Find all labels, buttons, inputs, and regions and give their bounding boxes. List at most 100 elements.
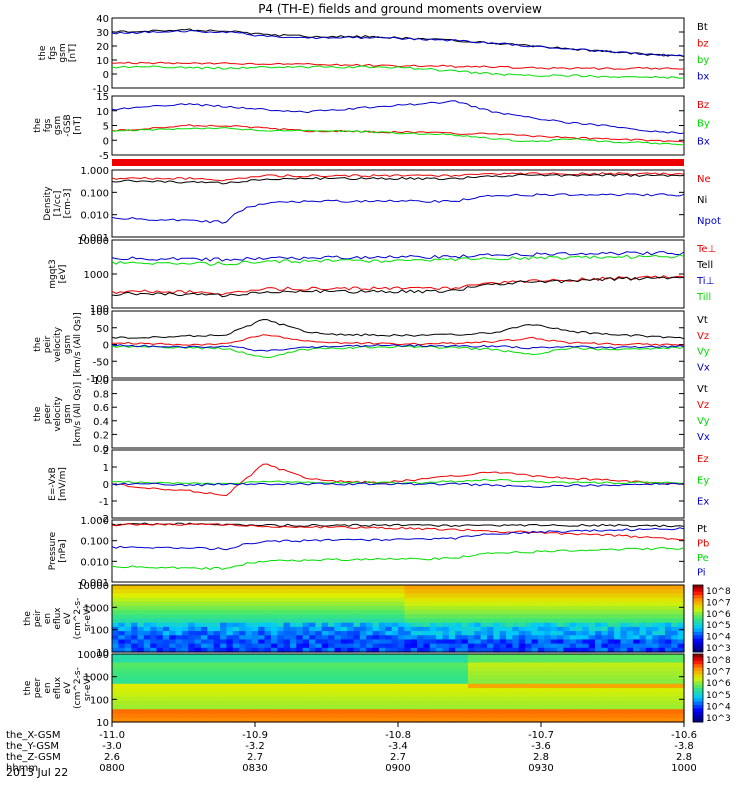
spectrogram-cell: [264, 631, 272, 636]
colorbar-segment: [693, 664, 703, 669]
y-axis-label-line: sr-eV): [83, 605, 93, 631]
spectrogram-cell: [614, 683, 622, 689]
spectrogram-cell: [518, 626, 526, 632]
spectrogram-cell: [220, 683, 227, 689]
spectrogram-cell: [378, 683, 386, 689]
spectrogram-cell: [518, 589, 526, 594]
spectrogram-cell: [506, 605, 513, 611]
spectrogram-cell: [264, 647, 272, 653]
spectrogram-cell: [245, 683, 253, 689]
spectrogram-cell: [569, 639, 577, 645]
spectrogram-cell: [417, 639, 425, 645]
spectrogram-cell: [277, 605, 285, 611]
spectrogram-cell: [220, 654, 227, 659]
spectrogram-cell: [512, 622, 520, 628]
spectrogram-cell: [531, 618, 539, 624]
spectrogram-cell: [213, 658, 221, 664]
spectrogram-cell: [296, 601, 304, 607]
spectrogram-cell: [461, 713, 469, 719]
spectrogram-cell: [124, 610, 132, 615]
spectrogram-cell: [200, 696, 208, 702]
spectrogram-cell: [347, 618, 355, 624]
spectrogram-cell: [131, 654, 139, 659]
spectrogram-cell: [461, 658, 469, 664]
colorbar-segment: [693, 585, 703, 589]
spectrogram-cell: [442, 643, 450, 649]
orbit-value: 1000: [671, 763, 696, 774]
spectrogram-cell: [347, 631, 355, 636]
spectrogram-cell: [544, 585, 552, 590]
colorbar-segment: [693, 674, 703, 679]
spectrogram-cell: [595, 683, 602, 689]
spectrogram-cell: [283, 597, 291, 603]
spectrogram-cell: [258, 654, 266, 659]
spectrogram-cell: [315, 705, 323, 710]
spectrogram-cell: [169, 635, 177, 641]
spectrogram-cell: [455, 683, 463, 689]
spectrogram-cell: [264, 705, 272, 710]
spectrogram-cell: [595, 700, 602, 706]
spectrogram-cell: [633, 610, 641, 615]
spectrogram-cell: [563, 683, 571, 689]
spectrogram-cell: [258, 647, 266, 653]
spectrogram-cell: [181, 696, 189, 702]
spectrogram-cell: [302, 639, 310, 645]
spectrogram-cell: [442, 622, 450, 628]
spectrogram-cell: [398, 700, 405, 706]
spectrogram-cell: [480, 705, 488, 710]
spectrogram-cell: [188, 658, 196, 664]
spectrogram-cell: [372, 671, 380, 676]
orbit-table: the_X-GSM -11.0 -10.9 -10.8 -10.7 -10.6the_Y-…: [6, 722, 697, 774]
spectrogram-cell: [575, 700, 583, 706]
spectrogram-cell: [518, 639, 526, 645]
spectrogram-cell: [194, 666, 202, 672]
spectrogram-cell: [150, 666, 158, 672]
spectrogram-cell: [563, 639, 571, 645]
spectrogram-cell: [537, 585, 545, 590]
spectrogram-cell: [188, 593, 196, 599]
spectrogram-cell: [467, 696, 475, 702]
spectrogram-cell: [677, 683, 685, 689]
spectrogram-cell: [544, 589, 552, 594]
y-axis-label-line: peir: [33, 609, 43, 627]
spectrogram-cell: [677, 705, 685, 710]
y-axis-label-line: the: [33, 406, 43, 421]
spectrogram-cell: [200, 713, 208, 719]
spectrogram-cell: [289, 605, 297, 611]
spectrogram-cell: [525, 717, 533, 723]
spectrogram-cell: [328, 662, 336, 668]
spectrogram-cell: [575, 705, 583, 710]
spectrogram-cell: [652, 683, 660, 689]
spectrogram-cell: [595, 585, 602, 590]
spectrogram-cell: [264, 713, 272, 719]
spectrogram-cell: [639, 647, 647, 653]
spectrogram-cell: [328, 709, 336, 715]
spectrogram-cell: [251, 639, 259, 645]
spectrogram-cell: [137, 709, 145, 715]
spectrogram-cell: [143, 713, 151, 719]
spectrogram-cell: [296, 626, 304, 632]
spectrogram-cell: [289, 631, 297, 636]
spectrogram-cell: [156, 639, 164, 645]
spectrogram-cell: [378, 605, 386, 611]
spectrogram-cell: [347, 700, 355, 706]
spectrogram-cell: [137, 666, 145, 672]
spectrogram-cell: [601, 683, 609, 689]
spectrogram-cell: [315, 709, 323, 715]
spectrogram-cell: [264, 622, 272, 628]
spectrogram-cell: [207, 683, 215, 689]
spectrogram-cell: [340, 597, 348, 603]
spectrogram-cell: [207, 717, 215, 723]
spectrogram-cell: [378, 662, 386, 668]
spectrogram-cell: [289, 593, 297, 599]
legend-entry: bz: [697, 39, 709, 50]
spectrogram-cell: [194, 671, 202, 676]
spectrogram-cell: [569, 635, 577, 641]
spectrogram-cell: [131, 626, 139, 632]
spectrogram-cell: [321, 601, 329, 607]
spectrogram-cell: [486, 605, 494, 611]
spectrogram-cell: [315, 666, 323, 672]
spectrogram-cell: [544, 675, 552, 681]
y-tick-label: 5: [103, 122, 109, 133]
spectrogram-cell: [200, 654, 208, 659]
